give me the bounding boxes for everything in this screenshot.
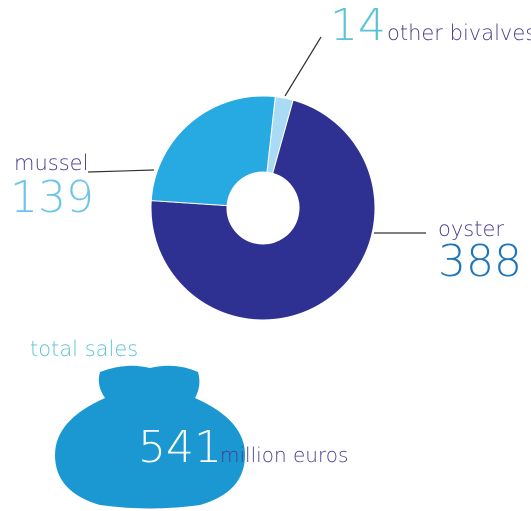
total-value: 541 [138,422,222,473]
category-label: oyster [438,217,504,241]
leader-line [87,169,155,173]
total-label: total sales [30,337,138,361]
donut [150,95,376,321]
shell [55,365,245,509]
leader-line [284,36,322,97]
value-label: 388 [438,236,522,287]
value-label: 14 [330,0,386,51]
value-label: 139 [10,172,94,223]
total-unit: million euros [220,443,348,467]
slice [150,99,376,321]
slice [150,95,276,207]
category-label: mussel [14,151,88,175]
category-label: other bivalves [387,21,531,45]
